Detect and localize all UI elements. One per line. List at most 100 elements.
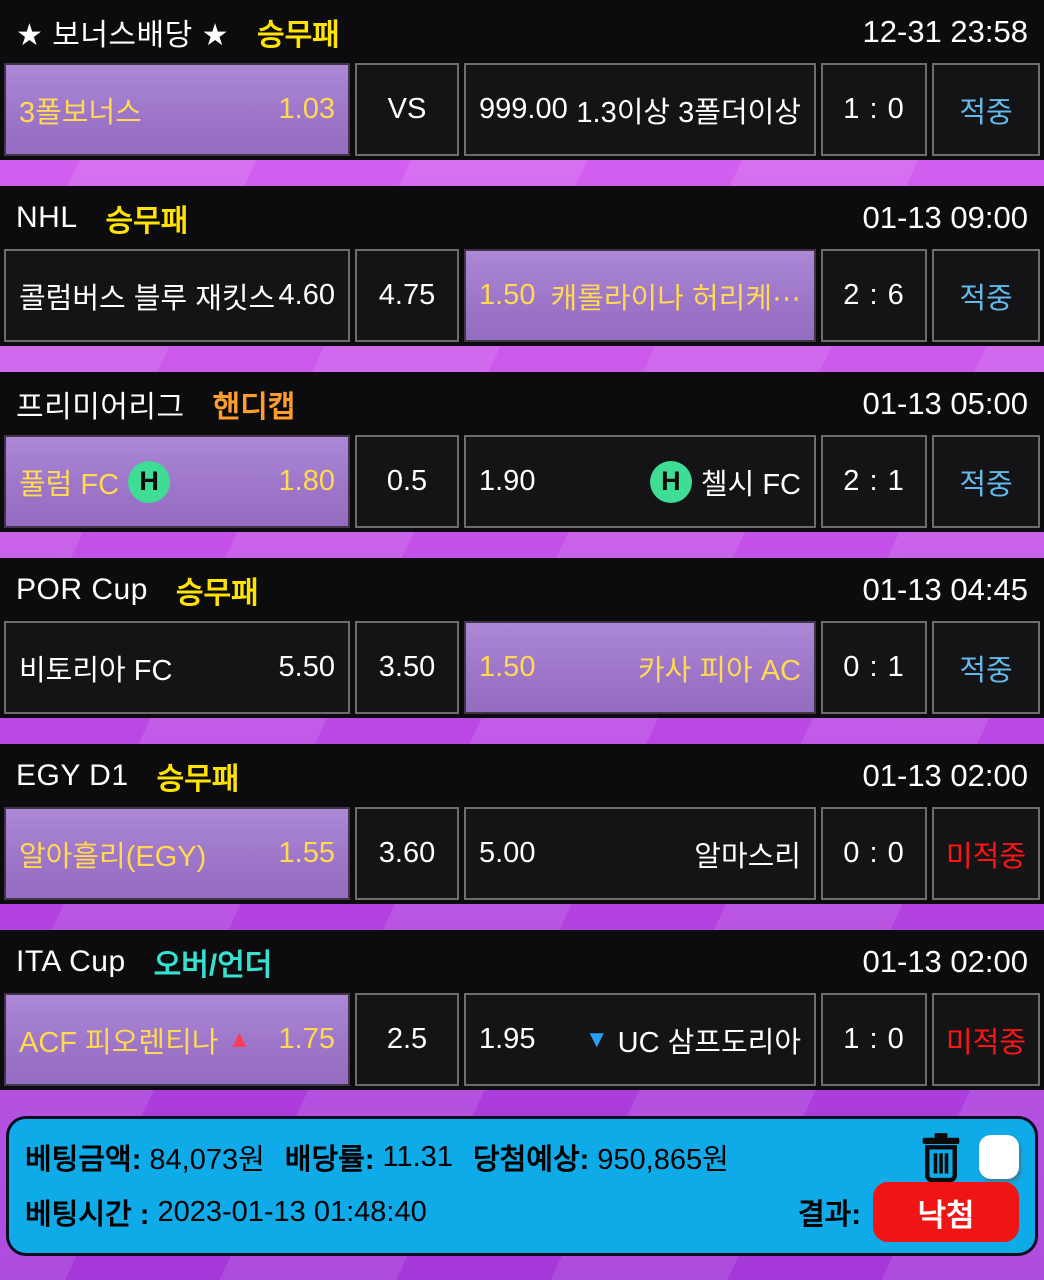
match-time: 01-13 02:00: [862, 757, 1028, 793]
away-team-name: 첼시 FC: [700, 468, 801, 501]
result-cell: 미적중: [932, 993, 1040, 1086]
score-cell: 2 : 6: [821, 249, 927, 342]
section-header: ★ 보너스배당 ★ 승무패 12-31 23:58: [0, 0, 1044, 63]
draw-cell: 3.60: [355, 807, 459, 900]
home-odds: 1.75: [278, 1023, 335, 1055]
score-cell: 0 : 1: [821, 621, 927, 714]
result-cell: 적중: [932, 63, 1040, 156]
bet-result-button[interactable]: 낙첨: [873, 1182, 1019, 1242]
betslip-amounts-line: 베팅금액: 84,073원 배당률: 11.31 당첨예상: 950,865원: [25, 1132, 1019, 1183]
section-header: EGY D1 승무패 01-13 02:00: [0, 744, 1044, 807]
away-odds: 1.50: [479, 279, 536, 311]
draw-cell: 0.5: [355, 435, 459, 528]
match-time: 01-13 04:45: [862, 571, 1028, 607]
league-name: NHL: [16, 200, 78, 234]
away-odds: 1.50: [479, 651, 536, 683]
bet-amount-value: 84,073원: [149, 1144, 265, 1176]
handicap-icon: H: [649, 460, 692, 503]
score-cell: 1 : 0: [821, 993, 927, 1086]
match-row: 비토리아 FC 5.50 3.50 1.50 카사 피아 AC 0 : 1 적중: [0, 621, 1044, 718]
match-time: 01-13 09:00: [862, 199, 1028, 235]
away-cell: 1.90 H 첼시 FC: [464, 435, 816, 528]
handicap-icon: H: [128, 460, 171, 503]
home-odds: 5.50: [278, 651, 335, 683]
home-team-name: 3폴보너스: [19, 96, 142, 129]
league-name: EGY D1: [16, 758, 129, 792]
bet-section-egy: EGY D1 승무패 01-13 02:00 알아흘리(EGY) 1.55 3.…: [0, 744, 1044, 904]
home-team-name: 콜럼버스 블루 재킷스: [19, 282, 276, 315]
away-cell: 5.00 알마스리: [464, 807, 816, 900]
home-odds: 1.55: [278, 837, 335, 869]
league-name: ITA Cup: [16, 944, 126, 978]
delete-bet-button[interactable]: [919, 1132, 963, 1183]
home-team-name: 알아흘리(EGY): [19, 840, 207, 873]
league-name: 프리미어리그: [16, 390, 185, 424]
league-name: ★ 보너스배당 ★: [16, 18, 229, 52]
away-cell: 999.00 1.3이상 3폴더이상: [464, 63, 816, 156]
under-triangle-icon: ▼: [584, 1025, 609, 1053]
draw-cell: VS: [355, 63, 459, 156]
section-header: POR Cup 승무패 01-13 04:45: [0, 558, 1044, 621]
away-odds: 1.95: [479, 1023, 536, 1055]
result-cell: 적중: [932, 249, 1040, 342]
away-team-name: 캐롤라이나 허리케⋯: [550, 282, 802, 315]
result-label: 결과:: [797, 1199, 861, 1231]
section-header: 프리미어리그 핸디캡 01-13 05:00: [0, 372, 1044, 435]
result-cell: 미적중: [932, 807, 1040, 900]
away-pick-cell: 1.50 카사 피아 AC: [464, 621, 816, 714]
away-odds: 1.90: [479, 465, 536, 497]
match-row: 콜럼버스 블루 재킷스 4.60 4.75 1.50 캐롤라이나 허리케⋯ 2 …: [0, 249, 1044, 346]
home-odds: 4.60: [278, 279, 335, 311]
market-type: 승무패: [156, 762, 240, 796]
bet-time-value: 2023-01-13 01:48:40: [157, 1195, 427, 1228]
draw-cell: 4.75: [355, 249, 459, 342]
home-pick-cell: 풀럼 FC H 1.80: [4, 435, 350, 528]
total-odds-value: 11.31: [382, 1140, 453, 1173]
bet-section-nhl: NHL 승무패 01-13 09:00 콜럼버스 블루 재킷스 4.60 4.7…: [0, 186, 1044, 346]
section-header: ITA Cup 오버/언더 01-13 02:00: [0, 930, 1044, 993]
market-type: 승무패: [175, 576, 259, 610]
match-row: 풀럼 FC H 1.80 0.5 1.90 H 첼시 FC 2 : 1 적중: [0, 435, 1044, 532]
market-type: 핸디캡: [212, 390, 296, 424]
match-row: 3폴보너스 1.03 VS 999.00 1.3이상 3폴더이상 1 : 0 적…: [0, 63, 1044, 160]
market-type: 오버/언더: [153, 948, 273, 982]
bet-section-epl: 프리미어리그 핸디캡 01-13 05:00 풀럼 FC H 1.80 0.5 …: [0, 372, 1044, 532]
section-header: NHL 승무패 01-13 09:00: [0, 186, 1044, 249]
score-cell: 1 : 0: [821, 63, 927, 156]
away-team-name: UC 삼프도리아: [617, 1026, 801, 1059]
result-cell: 적중: [932, 435, 1040, 528]
match-time: 01-13 05:00: [862, 385, 1028, 421]
draw-cell: 3.50: [355, 621, 459, 714]
bet-section-por: POR Cup 승무패 01-13 04:45 비토리아 FC 5.50 3.5…: [0, 558, 1044, 718]
trash-icon: [922, 1133, 960, 1183]
expected-payout-value: 950,865원: [597, 1144, 729, 1176]
away-odds: 5.00: [479, 837, 536, 869]
market-type: 승무패: [105, 204, 189, 238]
score-cell: 2 : 1: [821, 435, 927, 528]
betslip-time-line: 베팅시간 : 2023-01-13 01:48:40 결과: 낙첨: [25, 1182, 1019, 1242]
expected-payout-label: 당첨예상:: [472, 1144, 590, 1176]
away-team-name: 1.3이상 3폴더이상: [576, 96, 801, 129]
home-team-name: ACF 피오렌티나: [19, 1026, 219, 1059]
match-row: ACF 피오렌티나 ▲ 1.75 2.5 1.95 ▼ UC 삼프도리아 1 :…: [0, 993, 1044, 1090]
home-pick-cell: ACF 피오렌티나 ▲ 1.75: [4, 993, 350, 1086]
draw-cell: 2.5: [355, 993, 459, 1086]
match-time: 01-13 02:00: [862, 943, 1028, 979]
home-odds: 1.80: [278, 465, 335, 497]
home-cell: 콜럼버스 블루 재킷스 4.60: [4, 249, 350, 342]
away-odds: 999.00: [479, 93, 568, 125]
away-team-name: 알마스리: [694, 840, 801, 873]
match-time: 12-31 23:58: [862, 13, 1028, 49]
over-triangle-icon: ▲: [227, 1025, 252, 1053]
home-odds: 1.03: [278, 93, 335, 125]
home-pick-cell: 알아흘리(EGY) 1.55: [4, 807, 350, 900]
bet-amount-label: 베팅금액:: [25, 1144, 142, 1176]
select-bet-checkbox[interactable]: [979, 1135, 1019, 1179]
home-team-name: 풀럼 FC: [19, 468, 120, 501]
result-cell: 적중: [932, 621, 1040, 714]
away-cell: 1.95 ▼ UC 삼프도리아: [464, 993, 816, 1086]
league-name: POR Cup: [16, 572, 148, 606]
bet-time-label: 베팅시간 :: [25, 1199, 150, 1231]
match-row: 알아흘리(EGY) 1.55 3.60 5.00 알마스리 0 : 0 미적중: [0, 807, 1044, 904]
away-pick-cell: 1.50 캐롤라이나 허리케⋯: [464, 249, 816, 342]
